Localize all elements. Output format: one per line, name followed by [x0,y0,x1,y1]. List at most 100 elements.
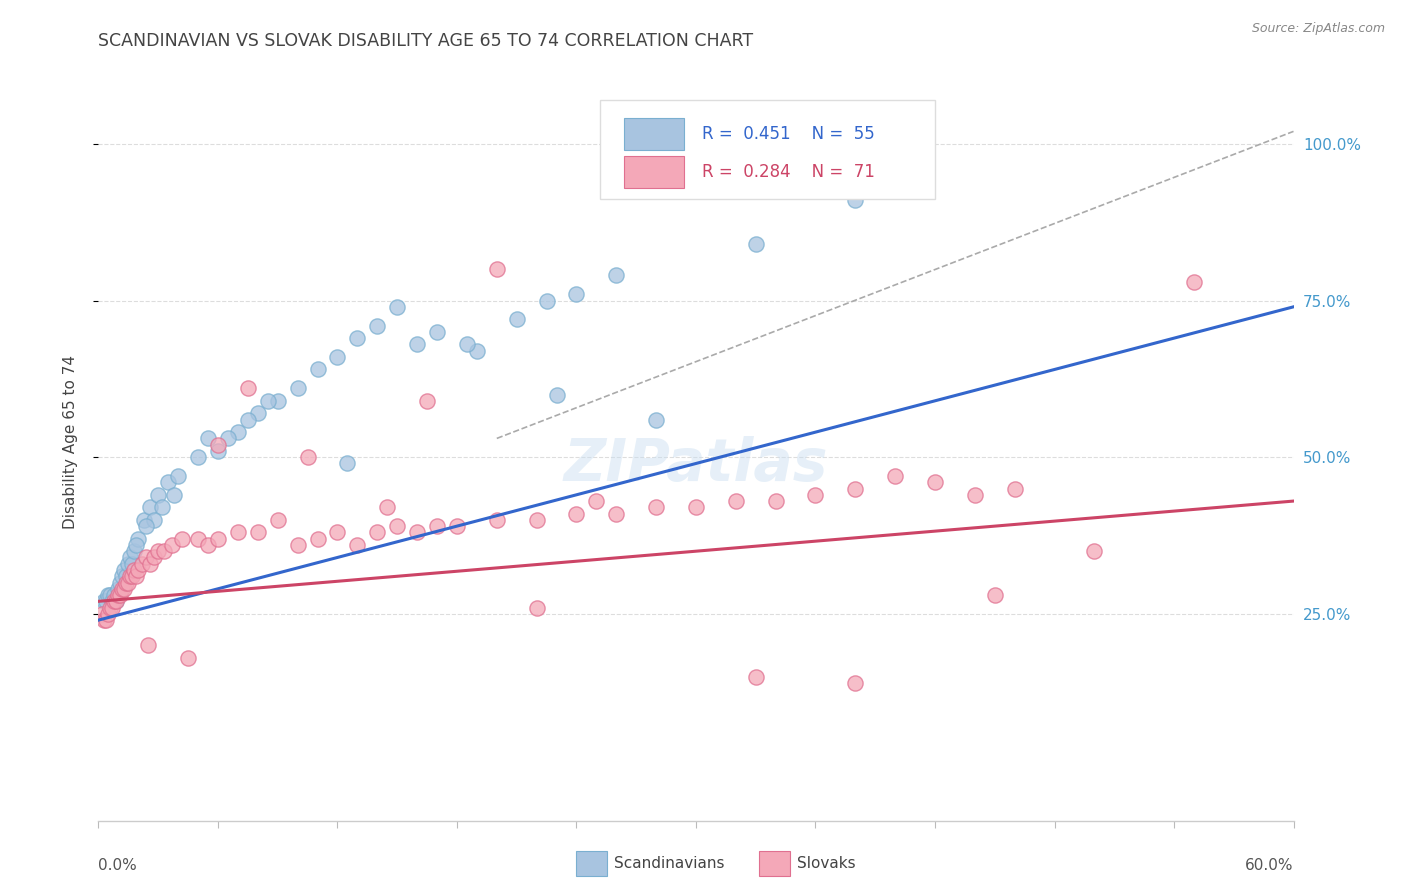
Point [98,600,122,615]
Point [112,563,135,577]
Text: ZIPatlas: ZIPatlas [564,436,828,492]
Point [115,569,138,583]
Text: SCANDINAVIAN VS SLOVAK DISABILITY AGE 65 TO 74 CORRELATION CHART: SCANDINAVIAN VS SLOVAK DISABILITY AGE 65… [98,32,754,50]
Point [157,475,180,490]
Point [150,500,173,515]
FancyBboxPatch shape [624,118,685,150]
Point [585,494,607,508]
Point [160,538,183,552]
Text: 0.0%: 0.0% [98,858,138,873]
Point [97,607,120,621]
Point [148,544,170,558]
Text: Scandinavians: Scandinavians [614,856,725,871]
Point [217,431,239,445]
Point [526,600,548,615]
Point [307,532,329,546]
Point [844,194,866,208]
Point [124,563,146,577]
Point [134,513,156,527]
Point [645,412,668,426]
Point [187,532,209,546]
Point [346,331,368,345]
Point [745,237,768,252]
Point [135,519,157,533]
Point [326,525,349,540]
Point [297,450,319,465]
Point [426,325,449,339]
Point [456,337,478,351]
Point [105,594,128,608]
Point [336,457,359,471]
FancyBboxPatch shape [624,156,685,187]
Point [924,475,946,490]
Point [117,575,139,590]
Point [120,550,142,565]
Point [536,293,558,308]
Text: R =  0.451    N =  55: R = 0.451 N = 55 [702,125,875,143]
Text: R =  0.284    N =  71: R = 0.284 N = 71 [702,162,875,180]
Point [120,569,142,583]
Point [153,544,176,558]
Point [385,519,409,533]
Point [645,500,668,515]
Point [187,450,209,465]
Point [111,582,134,596]
Point [197,538,219,552]
Point [844,482,866,496]
Text: 60.0%: 60.0% [1246,858,1294,873]
Text: Slovaks: Slovaks [797,856,856,871]
Point [207,444,229,458]
Point [346,538,368,552]
Point [446,519,468,533]
Y-axis label: Disability Age 65 to 74: Disability Age 65 to 74 [63,354,77,529]
Point [605,268,627,283]
Point [131,557,153,571]
Point [406,525,429,540]
Point [724,494,747,508]
Point [256,393,278,408]
Point [605,507,627,521]
Point [236,412,259,426]
Point [115,575,138,590]
Point [326,350,349,364]
Point [124,544,146,558]
Point [110,575,132,590]
Point [107,588,129,602]
Point [844,675,866,690]
Point [287,538,309,552]
Point [485,262,508,277]
Point [96,594,118,608]
Point [385,300,409,314]
Point [804,488,827,502]
Point [127,532,149,546]
Point [110,588,132,602]
Point [98,588,122,602]
Point [745,669,768,683]
Point [101,594,124,608]
Point [465,343,488,358]
Point [103,588,125,602]
Point [416,393,439,408]
Point [197,431,219,445]
Point [167,469,190,483]
Point [93,613,115,627]
Point [366,318,388,333]
Point [97,588,120,602]
Point [1004,482,1026,496]
Point [207,438,229,452]
Point [112,582,135,596]
Point [426,519,449,533]
Point [246,406,269,420]
FancyBboxPatch shape [600,101,935,199]
Point [1083,544,1105,558]
Point [139,557,162,571]
Point [96,613,118,627]
Point [226,525,249,540]
Point [111,569,134,583]
Point [121,557,143,571]
Point [177,650,200,665]
Point [963,488,986,502]
Point [236,381,259,395]
Point [226,425,249,439]
Point [136,638,159,652]
